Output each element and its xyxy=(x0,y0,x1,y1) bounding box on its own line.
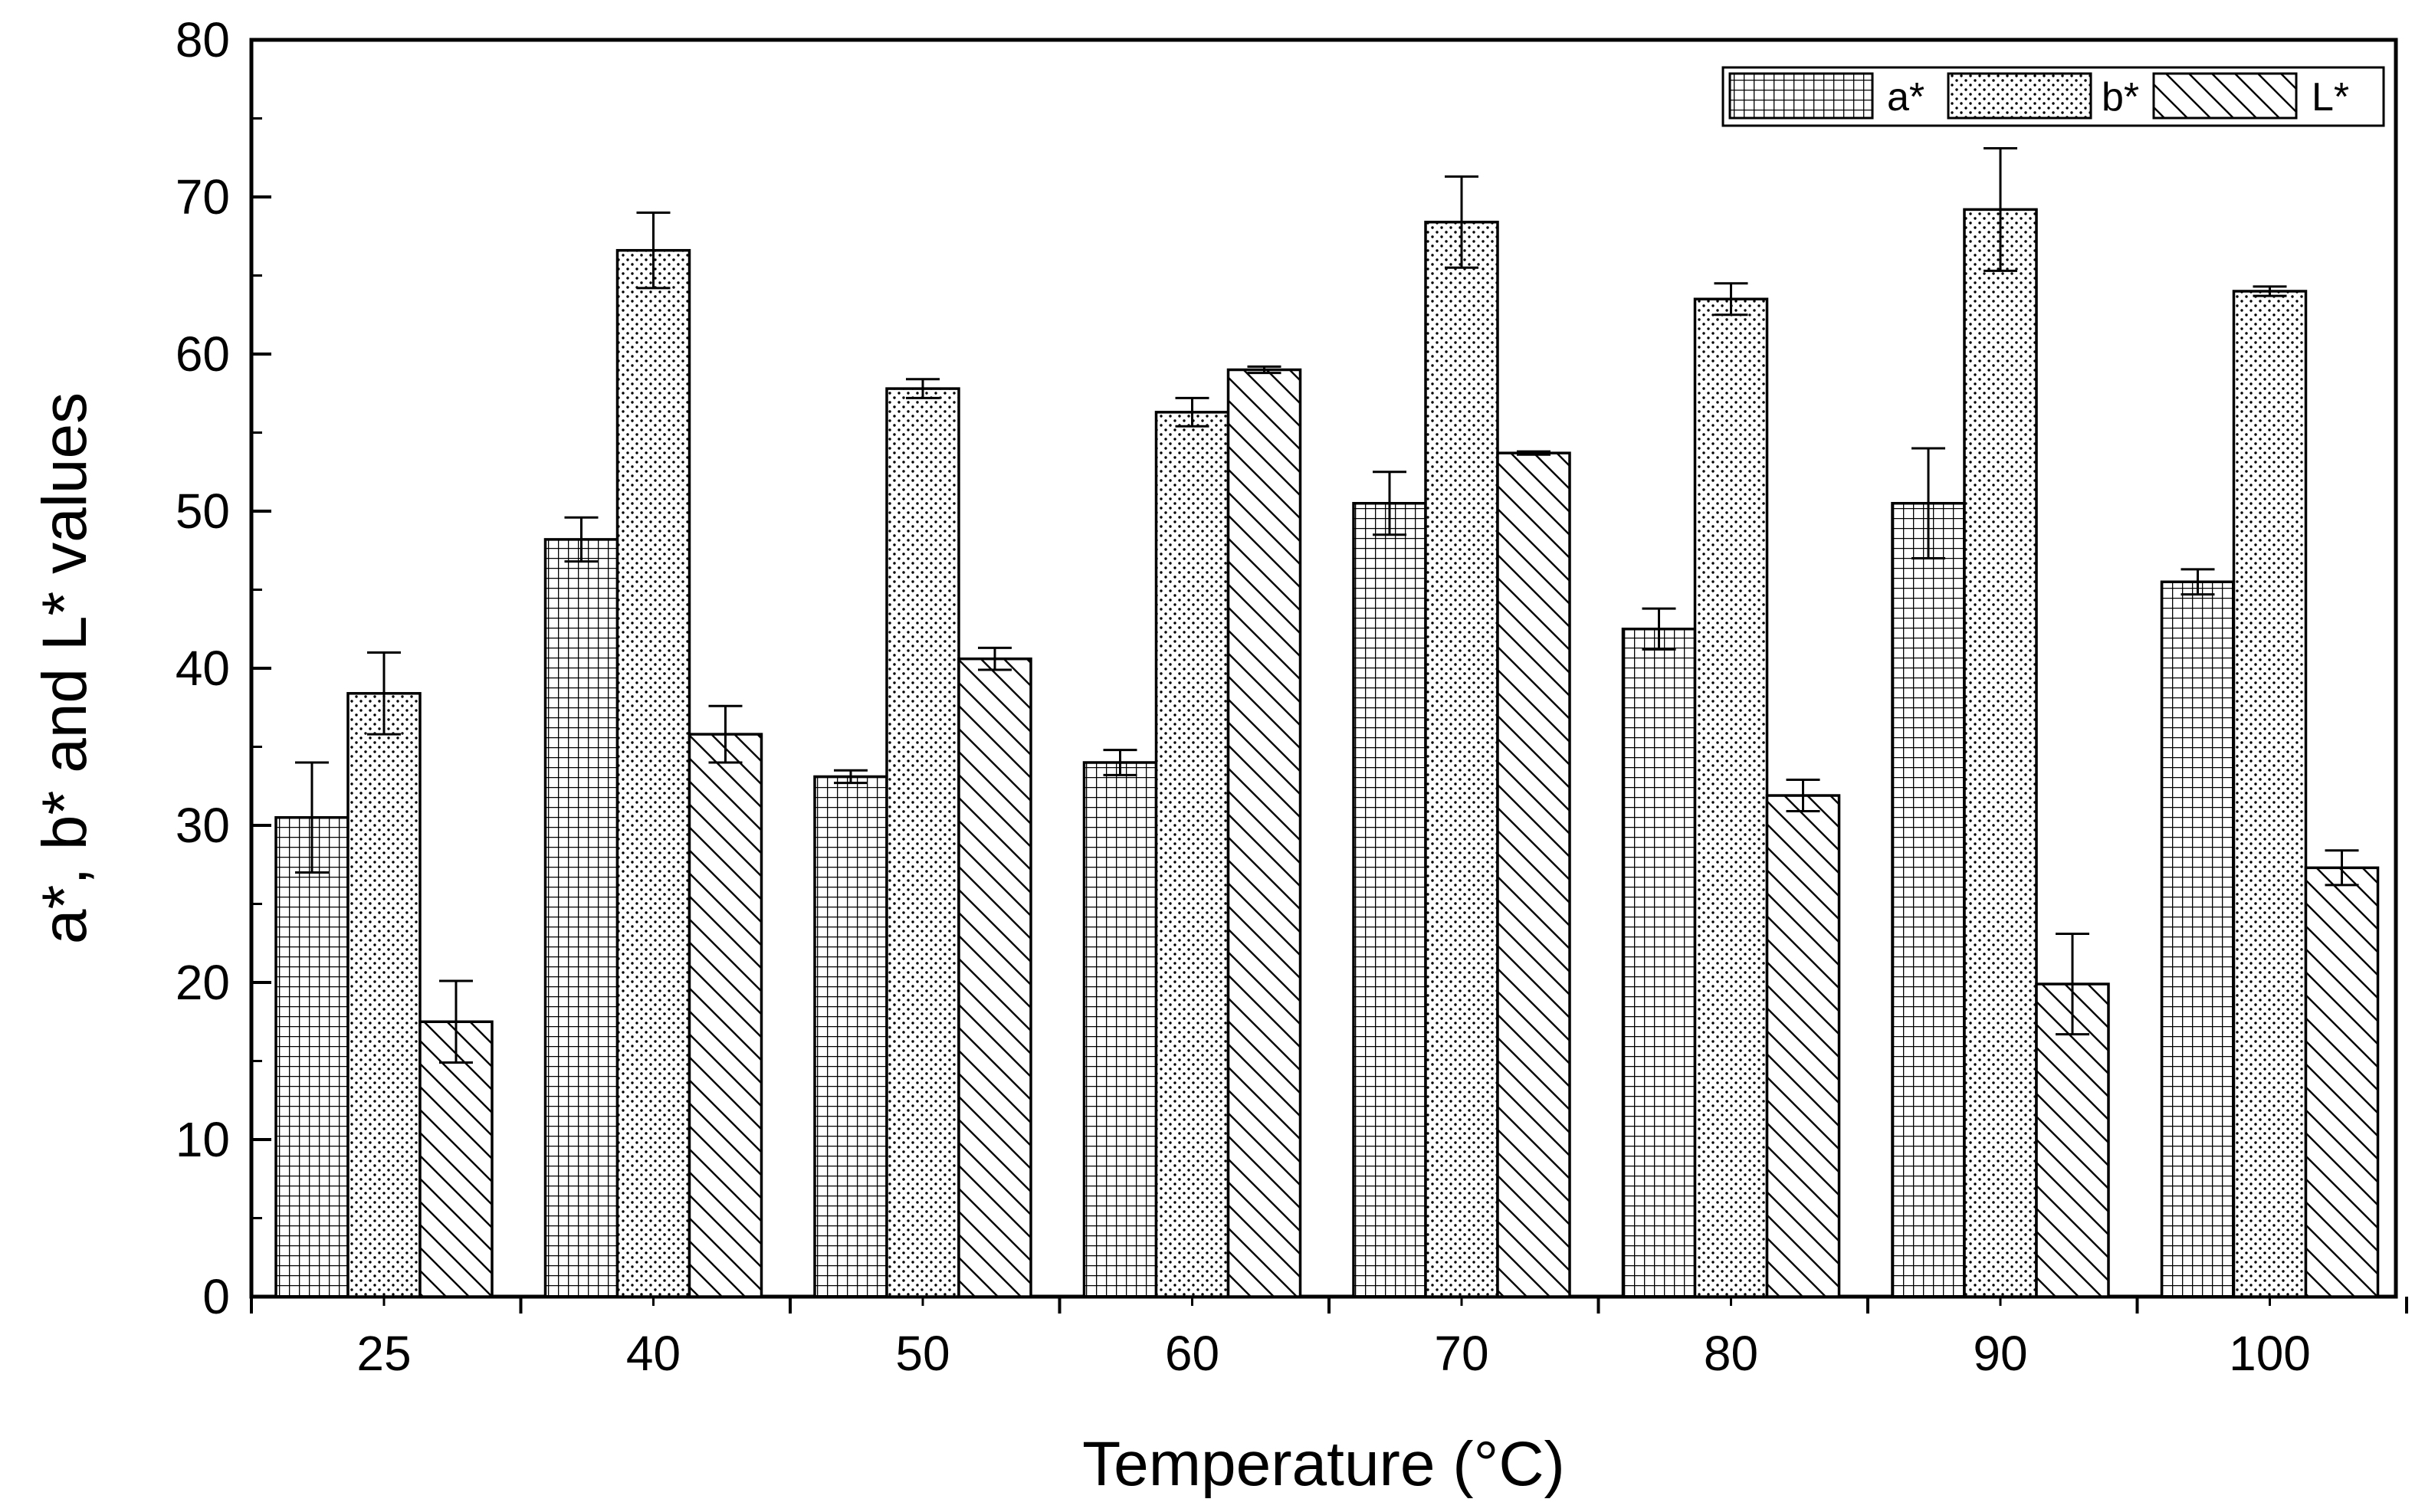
x-tick-label: 25 xyxy=(356,1326,411,1381)
legend-label-a: a* xyxy=(1887,75,1925,120)
error-bar-a-80 xyxy=(1642,607,1676,651)
x-tick-label: 80 xyxy=(1704,1326,1758,1381)
x-tick-label: 100 xyxy=(2229,1326,2311,1381)
bar-series-group xyxy=(274,208,2380,1298)
error-bar-b-100 xyxy=(2253,285,2287,297)
error-bar-l-100 xyxy=(2325,849,2359,887)
bar-l-80 xyxy=(1765,794,1841,1298)
error-bar-a-60 xyxy=(1103,749,1137,776)
x-axis: 25 40 50 60 70 80 90 100 xyxy=(250,1297,2408,1381)
x-axis-title: Temperature (°C) xyxy=(1082,1429,1565,1499)
x-tick-label: 70 xyxy=(1434,1326,1488,1381)
error-bar-l-70 xyxy=(1517,450,1550,456)
bar-a-100 xyxy=(2160,580,2236,1298)
legend-label-l: L* xyxy=(2312,75,2349,120)
error-bar-b-70 xyxy=(1445,175,1478,269)
error-bar-a-90 xyxy=(1911,447,1945,559)
bar-b-60 xyxy=(1154,411,1230,1298)
y-axis-title: a*, b* and L* values xyxy=(30,392,100,944)
legend-swatch-b xyxy=(1947,72,2092,120)
error-bar-l-25 xyxy=(439,979,473,1064)
error-bar-a-70 xyxy=(1373,471,1406,536)
y-axis: 0 10 20 30 40 50 60 70 80 xyxy=(176,12,271,1324)
bar-a-80 xyxy=(1621,628,1697,1298)
bar-a-40 xyxy=(543,538,619,1298)
error-bar-group xyxy=(295,146,2359,1064)
y-tick-label: 0 xyxy=(202,1269,230,1324)
error-bar-a-40 xyxy=(564,516,599,563)
error-bar-b-80 xyxy=(1714,282,1748,317)
bar-b-80 xyxy=(1693,297,1769,1298)
error-bar-a-50 xyxy=(834,769,868,785)
y-tick-label: 70 xyxy=(176,169,230,225)
error-bar-b-60 xyxy=(1175,396,1209,428)
bar-a-50 xyxy=(813,775,888,1298)
error-bar-a-25 xyxy=(295,761,329,874)
bar-a-90 xyxy=(1891,502,1966,1298)
legend-swatch-a xyxy=(1728,72,1874,120)
bar-b-25 xyxy=(346,692,422,1298)
error-bar-l-50 xyxy=(978,646,1012,671)
error-bar-l-60 xyxy=(1247,365,1281,375)
bar-a-70 xyxy=(1352,502,1427,1298)
y-tick-label: 20 xyxy=(176,955,230,1010)
bar-b-50 xyxy=(885,387,960,1298)
legend-label-b: b* xyxy=(2102,75,2139,120)
error-bar-l-90 xyxy=(2056,932,2089,1036)
bar-b-70 xyxy=(1424,221,1499,1298)
bar-b-100 xyxy=(2232,290,2308,1298)
bar-a-25 xyxy=(274,816,349,1298)
bar-l-90 xyxy=(2035,982,2110,1298)
bar-b-90 xyxy=(1963,208,2038,1298)
x-tick-label: 50 xyxy=(895,1326,950,1381)
bar-l-40 xyxy=(687,733,763,1298)
y-tick-label: 60 xyxy=(176,326,230,382)
y-tick-label: 80 xyxy=(176,12,230,67)
error-bar-b-25 xyxy=(367,651,401,736)
bar-a-60 xyxy=(1082,761,1158,1298)
y-tick-label: 50 xyxy=(176,484,230,539)
bar-l-100 xyxy=(2304,866,2380,1298)
x-tick-label: 90 xyxy=(1973,1326,2027,1381)
bar-l-50 xyxy=(957,657,1032,1298)
y-tick-label: 40 xyxy=(176,641,230,696)
error-bar-l-40 xyxy=(708,704,743,764)
bar-l-60 xyxy=(1226,368,1302,1298)
legend: a* b* L* xyxy=(1721,66,2385,127)
error-bar-l-80 xyxy=(1786,779,1820,813)
legend-swatch-l xyxy=(2152,72,2298,120)
error-bar-b-40 xyxy=(636,212,671,290)
x-tick-label: 40 xyxy=(626,1326,681,1381)
bar-b-40 xyxy=(615,248,691,1298)
error-bar-b-90 xyxy=(1984,146,2017,272)
x-tick-label: 60 xyxy=(1165,1326,1219,1381)
y-tick-label: 30 xyxy=(176,798,230,853)
bar-l-25 xyxy=(418,1020,494,1298)
error-bar-b-50 xyxy=(906,378,940,399)
y-tick-label: 10 xyxy=(176,1112,230,1167)
bar-l-70 xyxy=(1496,451,1571,1298)
error-bar-a-100 xyxy=(2181,568,2215,596)
